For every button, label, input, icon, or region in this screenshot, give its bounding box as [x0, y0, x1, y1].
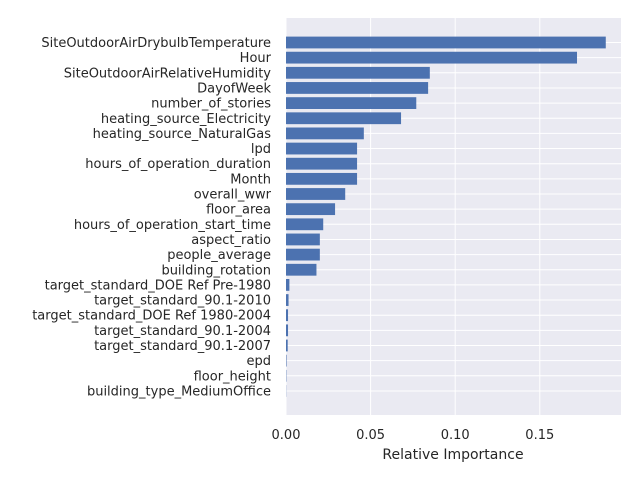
category-label: target_standard_DOE Ref 1980-2004	[32, 309, 271, 324]
category-label: floor_area	[206, 203, 271, 218]
bar	[286, 355, 287, 367]
category-label: hours_of_operation_duration	[85, 157, 271, 172]
bar	[286, 324, 288, 336]
bar	[286, 279, 289, 291]
bar	[286, 340, 288, 352]
category-label: SiteOutdoorAirDrybulbTemperature	[41, 36, 271, 51]
category-label: heating_source_Electricity	[101, 112, 271, 127]
x-tick-label: 0.00	[272, 428, 301, 443]
category-label: building_type_MediumOffice	[87, 384, 271, 399]
bar	[286, 173, 357, 185]
x-tick-label: 0.05	[356, 428, 385, 443]
bar	[286, 203, 335, 215]
category-label: floor_height	[194, 369, 271, 384]
category-label: SiteOutdoorAirRelativeHumidity	[64, 66, 272, 81]
x-tick-label: 0.15	[525, 428, 554, 443]
bar	[286, 234, 320, 246]
category-label: target_standard_90.1-2010	[94, 294, 271, 309]
x-tick-labels: 0.00 0.05 0.10 0.15	[272, 428, 555, 443]
category-label: heating_source_NaturalGas	[93, 127, 272, 142]
category-label: target_standard_DOE Ref Pre-1980	[45, 278, 271, 293]
category-label: aspect_ratio	[191, 233, 271, 248]
bar	[286, 97, 416, 109]
category-label: building_rotation	[161, 263, 271, 278]
category-label: target_standard_90.1-2007	[94, 339, 271, 354]
bar	[286, 218, 323, 230]
bar	[286, 82, 428, 94]
category-label: Month	[230, 172, 271, 187]
x-axis-label: Relative Importance	[382, 447, 523, 463]
bar	[286, 37, 606, 49]
bar	[286, 128, 364, 140]
bar	[286, 52, 577, 64]
bar	[286, 188, 345, 200]
category-label: number_of_stories	[151, 97, 271, 112]
bar	[286, 264, 316, 276]
category-label: overall_wwr	[194, 188, 272, 203]
category-label: target_standard_90.1-2004	[94, 324, 271, 339]
category-label: lpd	[251, 142, 271, 157]
bar	[286, 67, 430, 79]
bar	[286, 309, 288, 321]
bar	[286, 158, 357, 170]
x-tick-label: 0.10	[441, 428, 470, 443]
category-label: people_average	[167, 248, 271, 263]
bar	[286, 112, 401, 124]
category-label: Hour	[240, 51, 272, 66]
bar	[286, 143, 357, 155]
category-label: DayofWeek	[197, 81, 271, 96]
bar	[286, 294, 289, 306]
bar	[286, 249, 320, 261]
category-label: hours_of_operation_start_time	[74, 218, 271, 233]
category-label: epd	[246, 354, 271, 369]
category-labels: SiteOutdoorAirDrybulbTemperatureHourSite…	[32, 36, 271, 399]
